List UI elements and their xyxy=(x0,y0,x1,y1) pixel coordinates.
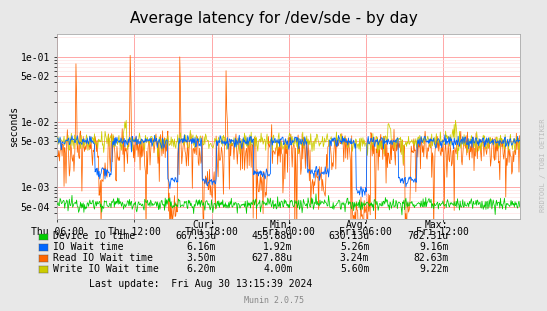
Text: 3.24m: 3.24m xyxy=(340,253,369,263)
Text: 4.00m: 4.00m xyxy=(263,264,293,274)
Text: 627.88u: 627.88u xyxy=(252,253,293,263)
Text: Average latency for /dev/sde - by day: Average latency for /dev/sde - by day xyxy=(130,11,417,26)
Text: IO Wait time: IO Wait time xyxy=(53,242,124,252)
Text: 6.20m: 6.20m xyxy=(187,264,216,274)
Text: 667.33u: 667.33u xyxy=(175,231,216,241)
Text: Write IO Wait time: Write IO Wait time xyxy=(53,264,159,274)
Text: RRDTOOL / TOBI OETIKER: RRDTOOL / TOBI OETIKER xyxy=(540,118,546,212)
Text: 6.16m: 6.16m xyxy=(187,242,216,252)
Text: 5.26m: 5.26m xyxy=(340,242,369,252)
Text: 3.50m: 3.50m xyxy=(187,253,216,263)
Text: Cur:: Cur: xyxy=(193,220,216,230)
Text: 762.31u: 762.31u xyxy=(408,231,449,241)
Text: Max:: Max: xyxy=(425,220,449,230)
Text: 9.16m: 9.16m xyxy=(419,242,449,252)
Text: Device IO time: Device IO time xyxy=(53,231,135,241)
Text: Min:: Min: xyxy=(269,220,293,230)
Text: Munin 2.0.75: Munin 2.0.75 xyxy=(243,296,304,305)
Text: 1.92m: 1.92m xyxy=(263,242,293,252)
Y-axis label: seconds: seconds xyxy=(9,106,19,147)
Text: 5.60m: 5.60m xyxy=(340,264,369,274)
Text: Avg:: Avg: xyxy=(346,220,369,230)
Text: 453.88u: 453.88u xyxy=(252,231,293,241)
Text: 82.63m: 82.63m xyxy=(414,253,449,263)
Text: 9.22m: 9.22m xyxy=(419,264,449,274)
Text: Read IO Wait time: Read IO Wait time xyxy=(53,253,153,263)
Text: Last update:  Fri Aug 30 13:15:39 2024: Last update: Fri Aug 30 13:15:39 2024 xyxy=(89,279,312,289)
Text: 630.13u: 630.13u xyxy=(328,231,369,241)
